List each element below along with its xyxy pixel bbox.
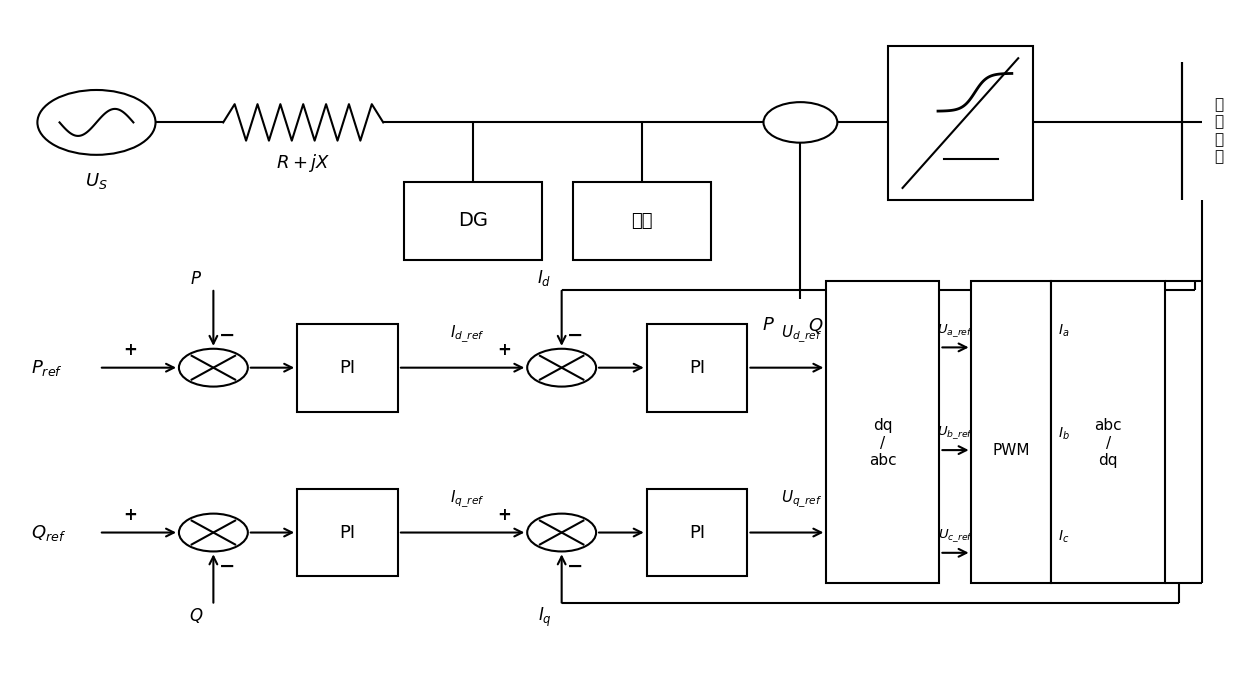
Text: DG: DG <box>458 211 488 231</box>
Text: $U_S$: $U_S$ <box>85 170 108 191</box>
Text: $I_{q\_ref}$: $I_{q\_ref}$ <box>450 488 484 510</box>
Text: $I_b$: $I_b$ <box>1058 425 1069 442</box>
Text: $Q$: $Q$ <box>808 316 823 335</box>
Text: PWM: PWM <box>992 443 1030 458</box>
Circle shape <box>178 514 248 551</box>
Text: abc
/
dq: abc / dq <box>1094 419 1121 469</box>
Bar <box>1052 281 1165 583</box>
Bar <box>888 46 1033 200</box>
Text: $I_d$: $I_d$ <box>538 268 551 288</box>
Text: $I_{d\_ref}$: $I_{d\_ref}$ <box>450 324 484 345</box>
Text: +: + <box>497 506 510 524</box>
Text: PI: PI <box>689 358 705 377</box>
Text: 负载: 负载 <box>631 212 653 230</box>
Circle shape <box>178 349 248 386</box>
Text: +: + <box>123 506 136 524</box>
Text: $U_{q\_ref}$: $U_{q\_ref}$ <box>781 488 823 510</box>
Text: $U_{c\_ref}$: $U_{c\_ref}$ <box>938 527 973 544</box>
Text: $I_a$: $I_a$ <box>1058 323 1069 339</box>
Circle shape <box>528 349 596 386</box>
Bar <box>297 488 398 577</box>
Text: $I_c$: $I_c$ <box>1058 528 1069 544</box>
Bar <box>647 488 747 577</box>
Circle shape <box>763 102 838 143</box>
Text: $P_{ref}$: $P_{ref}$ <box>31 358 63 378</box>
Text: $U_{d\_ref}$: $U_{d\_ref}$ <box>781 324 823 345</box>
Text: $I_q$: $I_q$ <box>538 605 551 629</box>
Bar <box>572 182 711 259</box>
Circle shape <box>37 90 156 155</box>
Text: $Q_{ref}$: $Q_{ref}$ <box>31 523 67 542</box>
Bar <box>404 182 541 259</box>
Text: $Q$: $Q$ <box>188 605 203 624</box>
Bar <box>971 281 1052 583</box>
Circle shape <box>528 514 596 551</box>
Text: dq
/
abc: dq / abc <box>869 419 897 469</box>
Text: $P$: $P$ <box>762 316 774 334</box>
Text: $R+jX$: $R+jX$ <box>276 152 331 174</box>
Text: PI: PI <box>339 523 356 542</box>
Bar <box>297 324 398 412</box>
Bar <box>647 324 747 412</box>
Text: −: − <box>219 326 235 345</box>
Text: −: − <box>567 557 584 576</box>
Text: −: − <box>219 557 235 576</box>
Text: +: + <box>497 341 510 359</box>
Text: PI: PI <box>339 358 356 377</box>
Text: +: + <box>123 341 136 359</box>
Text: $P$: $P$ <box>190 270 202 288</box>
Text: −: − <box>567 326 584 345</box>
Text: PI: PI <box>689 523 705 542</box>
Text: $U_{b\_ref}$: $U_{b\_ref}$ <box>938 425 974 441</box>
Bar <box>826 281 939 583</box>
Text: $U_{a\_ref}$: $U_{a\_ref}$ <box>938 322 974 339</box>
Text: 直
流
母
线: 直 流 母 线 <box>1214 97 1223 164</box>
